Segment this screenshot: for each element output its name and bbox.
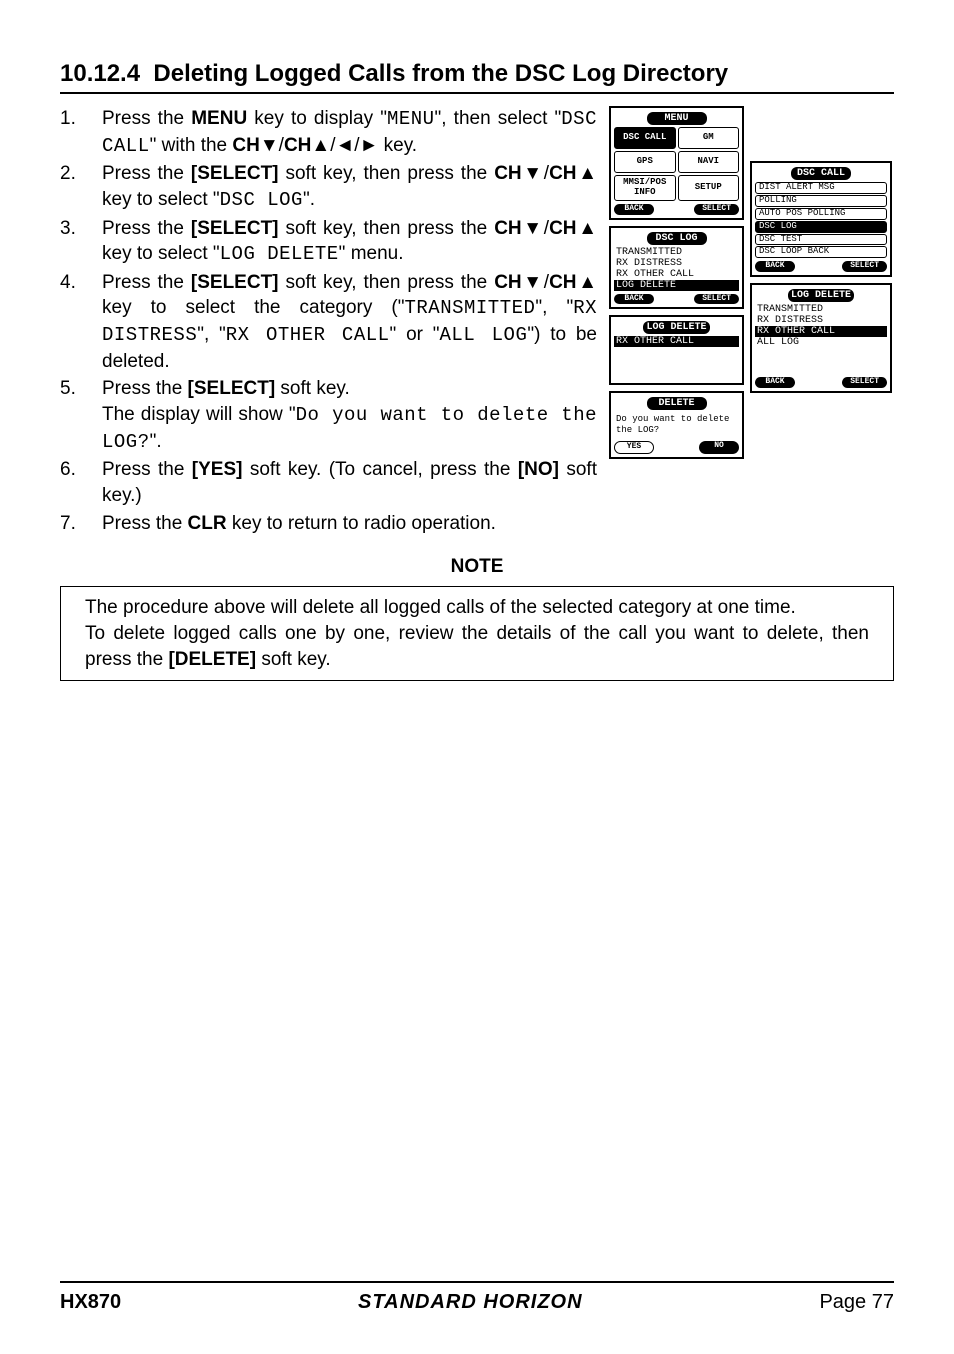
menu-item: DSC LOOP BACK <box>755 246 887 258</box>
screen-logdelete2: LOG DELETE RX OTHER CALL <box>609 315 744 385</box>
screen-mockups: MENU DSC CALLGMGPSNAVIMMSI/POS INFOSETUP… <box>609 106 894 538</box>
list-item: RX OTHER CALL <box>614 269 739 280</box>
screen-menu: MENU DSC CALLGMGPSNAVIMMSI/POS INFOSETUP… <box>609 106 744 220</box>
screen-dsccall: DSC CALL DIST ALERT MSGPOLLINGAUTO POS P… <box>750 161 892 277</box>
footer-brand: STANDARD HORIZON <box>358 1291 583 1314</box>
menu-item: DSC LOG <box>755 221 887 233</box>
instruction-step: 4.Press the [SELECT] soft key, then pres… <box>60 270 597 375</box>
select-softkey: SELECT <box>694 294 739 305</box>
screen-dsccall-title: DSC CALL <box>791 167 851 180</box>
menu-cell: SETUP <box>678 175 740 201</box>
screen-dsclog-title: DSC LOG <box>647 232 707 245</box>
list-item: TRANSMITTED <box>614 247 739 258</box>
instructions-list: 1.Press the MENU key to display "MENU", … <box>60 106 597 538</box>
list-item: RX DISTRESS <box>755 315 887 326</box>
select-softkey: SELECT <box>694 204 739 215</box>
screen-menu-title: MENU <box>647 112 707 125</box>
menu-cell: DSC CALL <box>614 127 676 149</box>
screen-logdelete-title: LOG DELETE <box>788 289 854 302</box>
page-footer: HX870 STANDARD HORIZON Page 77 <box>60 1281 894 1314</box>
delete-message: Do you want to delete the LOG? <box>614 412 739 438</box>
menu-item: AUTO POS POLLING <box>755 208 887 220</box>
instruction-step: 5.Press the [SELECT] soft key.The displa… <box>60 376 597 455</box>
menu-cell: MMSI/POS INFO <box>614 175 676 201</box>
screen-delete-title: DELETE <box>647 397 707 410</box>
menu-cell: NAVI <box>678 151 740 173</box>
list-item: ALL LOG <box>755 337 887 348</box>
instruction-step: 1.Press the MENU key to display "MENU", … <box>60 106 597 159</box>
instruction-step: 3.Press the [SELECT] soft key, then pres… <box>60 216 597 268</box>
footer-model: HX870 <box>60 1291 121 1314</box>
back-softkey: BACK <box>614 294 654 305</box>
instruction-step: 6.Press the [YES] soft key. (To cancel, … <box>60 457 597 508</box>
screen-dsclog: DSC LOG TRANSMITTEDRX DISTRESSRX OTHER C… <box>609 226 744 310</box>
instruction-step: 2.Press the [SELECT] soft key, then pres… <box>60 161 597 213</box>
instruction-step: 7.Press the CLR key to return to radio o… <box>60 511 597 537</box>
select-softkey: SELECT <box>842 261 887 272</box>
screen-delete: DELETE Do you want to delete the LOG? YE… <box>609 391 744 458</box>
menu-cell: GPS <box>614 151 676 173</box>
screen-logdelete2-title: LOG DELETE <box>643 321 709 334</box>
note-title: NOTE <box>60 556 894 578</box>
section-number: 10.12.4 <box>60 60 140 87</box>
list-item: TRANSMITTED <box>755 304 887 315</box>
note-body: The procedure above will delete all logg… <box>85 595 869 672</box>
back-softkey: BACK <box>755 261 795 272</box>
back-softkey: BACK <box>614 204 654 215</box>
list-item: RX OTHER CALL <box>755 326 887 337</box>
select-softkey: SELECT <box>842 377 887 388</box>
footer-page: Page 77 <box>819 1291 894 1314</box>
logdelete2-selected: RX OTHER CALL <box>614 336 739 347</box>
no-softkey: NO <box>699 441 739 454</box>
yes-softkey: YES <box>614 441 654 454</box>
screen-logdelete: LOG DELETE TRANSMITTEDRX DISTRESSRX OTHE… <box>750 283 892 393</box>
section-heading: Deleting Logged Calls from the DSC Log D… <box>153 60 728 87</box>
menu-cell: GM <box>678 127 740 149</box>
menu-item: POLLING <box>755 195 887 207</box>
list-item: RX DISTRESS <box>614 258 739 269</box>
note-box: The procedure above will delete all logg… <box>60 586 894 681</box>
menu-item: DIST ALERT MSG <box>755 182 887 194</box>
section-title: 10.12.4 Deleting Logged Calls from the D… <box>60 60 894 94</box>
menu-item: DSC TEST <box>755 234 887 246</box>
back-softkey: BACK <box>755 377 795 388</box>
list-item: LOG DELETE <box>614 280 739 291</box>
